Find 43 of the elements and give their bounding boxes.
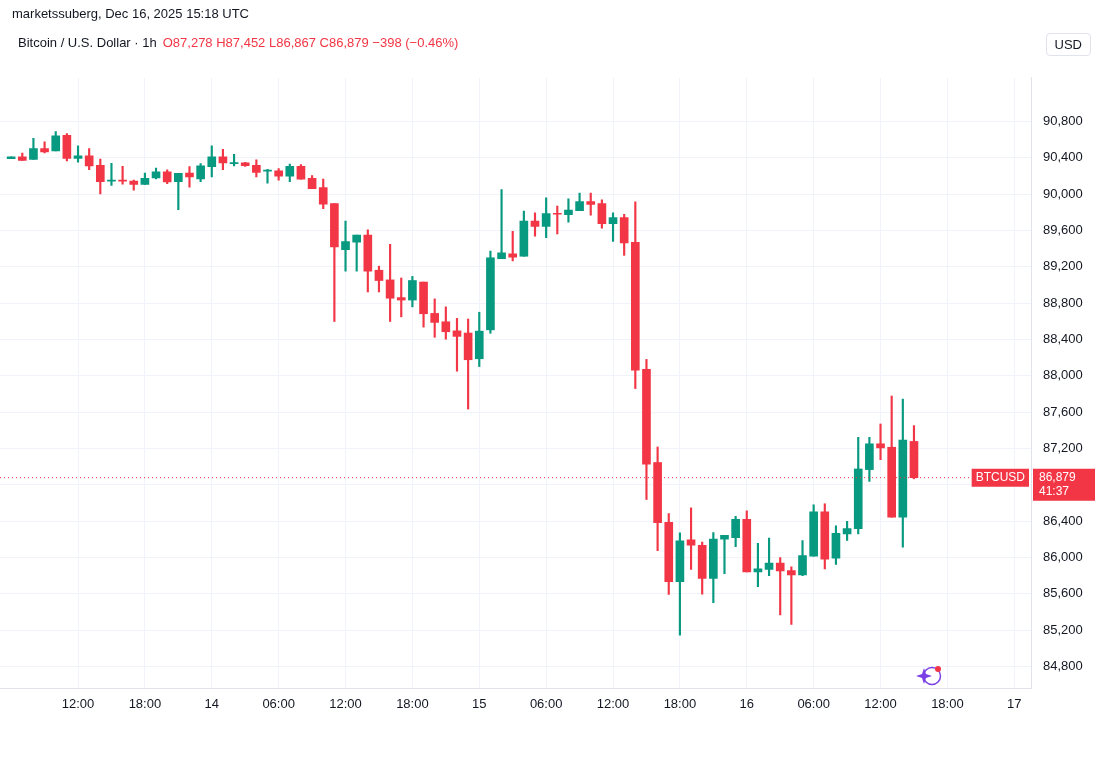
y-tick-label: 86,000 [1043,549,1083,565]
x-tick-label: 06:00 [529,695,563,711]
x-tick-label: 12:00 [329,695,362,711]
x-tick-label: 17 [1007,695,1022,711]
y-tick-label: 89,200 [1043,258,1083,274]
y-axis-title: USD [1045,33,1091,56]
x-tick-label: 12:00 [864,695,897,711]
candlestick [876,423,885,461]
y-tick-label: 88,000 [1043,367,1083,383]
x-tick-label: 12:00 [596,695,630,711]
y-tick-label: 89,600 [1043,222,1083,238]
candlestick [185,166,194,188]
x-tick-label: 12:00 [61,695,95,711]
candlestick [720,534,729,575]
y-tick-label: 87,600 [1043,403,1083,419]
x-tick-label: 18:00 [396,695,429,711]
x-tick-label: 18:00 [663,695,697,711]
ref-line-label: BTCUSD [975,470,1026,484]
text: 41:37 [1039,484,1070,498]
x-tick-label: 18:00 [931,695,964,711]
y-tick-label: 84,800 [1043,658,1083,674]
y-tick-label: 90,000 [1043,185,1083,201]
x-tick-label: 16 [739,695,755,711]
x-tick-label: 15 [472,695,487,711]
candlestick [497,189,506,260]
y-tick-label: 88,800 [1043,294,1083,310]
text: marketssuberg, Dec 16, 2025 15:18 UTC [12,6,250,21]
chart-subtitle: O87,278 H87,452 L86,867 C86,879 −398 (−0.46%) [162,35,459,50]
text: 86,879 [1039,470,1077,484]
y-tick-label: 90,400 [1043,149,1083,165]
y-tick-label: 88,400 [1043,331,1083,347]
x-tick-label: 18:00 [128,695,162,711]
x-tick-label: 06:00 [262,695,295,711]
y-tick-label: 87,200 [1043,440,1083,456]
candlestick [341,220,350,272]
chart-title: Bitcoin / U.S. Dollar · 1h [18,35,157,50]
y-tick-label: 90,800 [1043,112,1083,128]
y-tick-label: 85,600 [1043,585,1083,601]
y-tick-label: 85,200 [1043,621,1083,637]
x-tick-label: 14 [204,695,220,711]
candlestick [564,198,573,223]
y-tick-label: 86,400 [1043,512,1083,528]
x-tick-label: 06:00 [797,695,830,711]
